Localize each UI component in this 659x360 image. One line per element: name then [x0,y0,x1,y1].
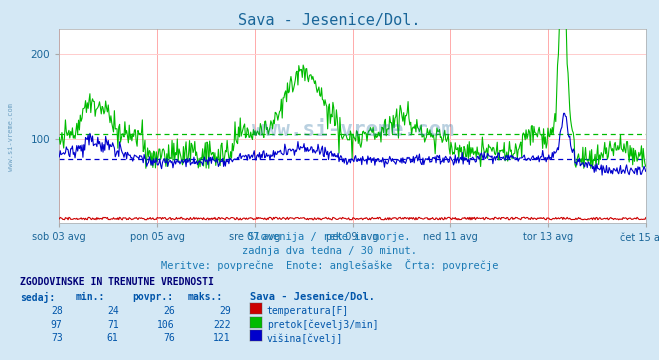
Text: 106: 106 [157,320,175,330]
Text: www.si-vreme.com: www.si-vreme.com [8,103,14,171]
Text: pretok[čevelj3/min]: pretok[čevelj3/min] [267,320,378,330]
Text: 71: 71 [107,320,119,330]
Text: www.si-vreme.com: www.si-vreme.com [252,120,453,140]
Text: sedaj:: sedaj: [20,292,55,303]
Text: Meritve: povprečne  Enote: anglešaške  Črta: povprečje: Meritve: povprečne Enote: anglešaške Črt… [161,259,498,271]
Text: 26: 26 [163,306,175,316]
Text: 222: 222 [213,320,231,330]
Text: 29: 29 [219,306,231,316]
Text: ZGODOVINSKE IN TRENUTNE VREDNOSTI: ZGODOVINSKE IN TRENUTNE VREDNOSTI [20,277,214,287]
Text: višina[čvelj]: višina[čvelj] [267,333,343,344]
Text: Sava - Jesenice/Dol.: Sava - Jesenice/Dol. [239,13,420,28]
Text: Slovenija / reke in morje.: Slovenija / reke in morje. [248,232,411,242]
Text: povpr.:: povpr.: [132,292,173,302]
Text: 76: 76 [163,333,175,343]
Text: 73: 73 [51,333,63,343]
Text: min.:: min.: [76,292,105,302]
Text: temperatura[F]: temperatura[F] [267,306,349,316]
Text: maks.:: maks.: [188,292,223,302]
Text: 28: 28 [51,306,63,316]
Text: Sava - Jesenice/Dol.: Sava - Jesenice/Dol. [250,292,376,302]
Text: zadnja dva tedna / 30 minut.: zadnja dva tedna / 30 minut. [242,246,417,256]
Text: 61: 61 [107,333,119,343]
Text: 121: 121 [213,333,231,343]
Text: 97: 97 [51,320,63,330]
Text: 24: 24 [107,306,119,316]
